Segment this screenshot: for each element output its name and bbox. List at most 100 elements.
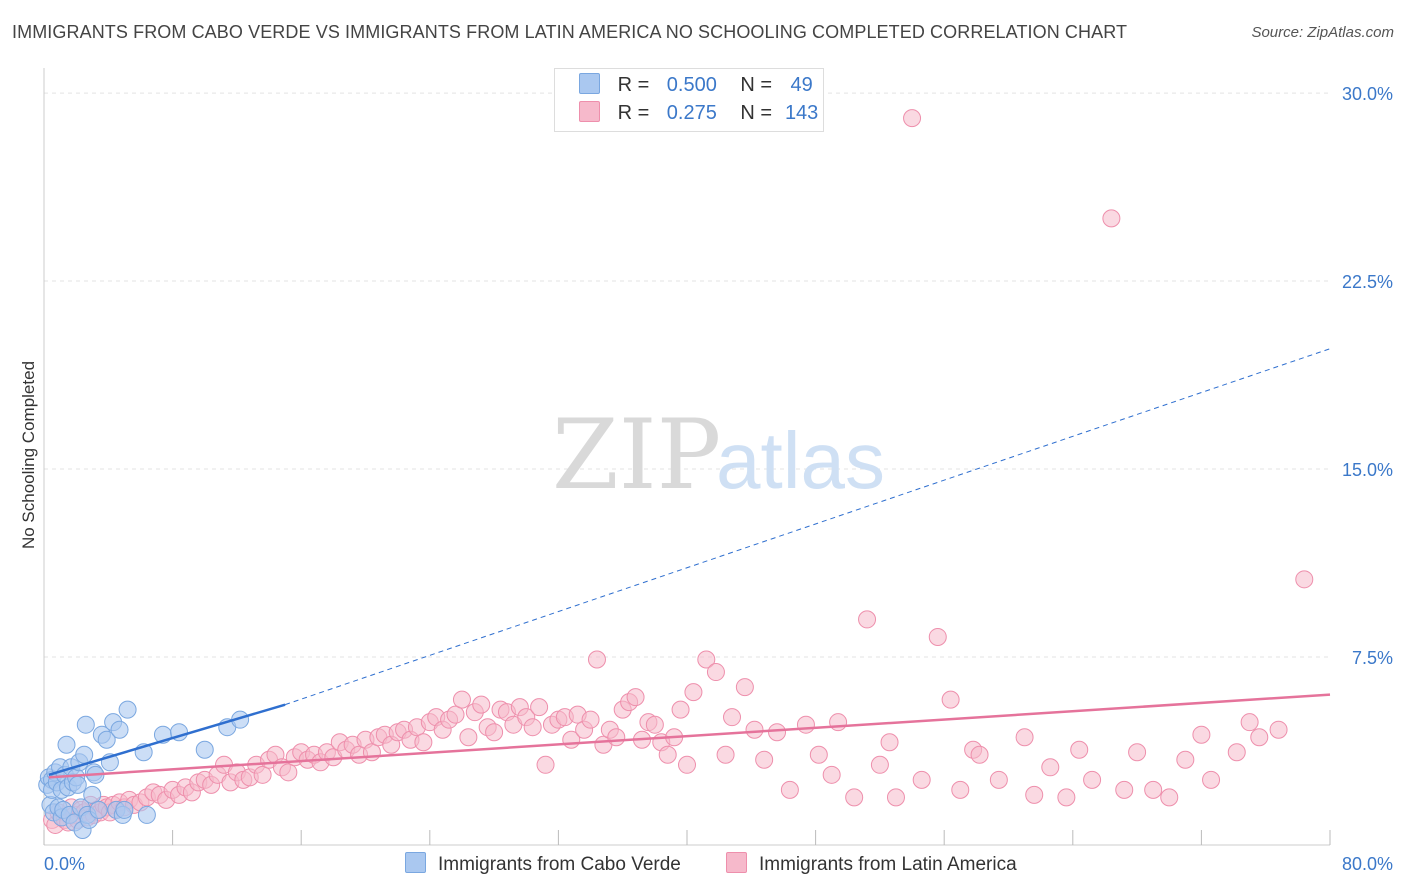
point-latin-america <box>523 718 542 737</box>
point-latin-america <box>735 678 754 697</box>
point-latin-america <box>1115 780 1134 799</box>
point-latin-america <box>780 780 799 799</box>
trend-line-cabo-verde <box>48 703 286 777</box>
point-latin-america <box>951 780 970 799</box>
tick-labels: 7.5% 15.0% 22.5% 30.0% 0.0% 80.0% <box>44 84 1393 874</box>
point-latin-america <box>1295 570 1314 589</box>
point-latin-america <box>1160 788 1179 807</box>
point-latin-america <box>1269 720 1288 739</box>
point-cabo-verde <box>76 715 95 734</box>
point-latin-america <box>716 745 735 764</box>
point-latin-america <box>671 700 690 719</box>
bottom-legend-swatch-pink <box>726 852 747 873</box>
legend-row-latin-america: R = 0.275 N = 143 <box>579 101 826 127</box>
point-latin-america <box>581 710 600 729</box>
point-cabo-verde <box>68 775 87 794</box>
point-latin-america <box>1176 750 1195 769</box>
legend-n-label: N = <box>740 102 773 124</box>
point-latin-america <box>1128 743 1147 762</box>
point-latin-america <box>870 755 889 774</box>
point-latin-america <box>845 788 864 807</box>
point-latin-america <box>536 755 555 774</box>
watermark-atlas: atlas <box>716 416 885 505</box>
point-cabo-verde <box>115 800 134 819</box>
legend-n-label: N = <box>740 74 773 96</box>
point-cabo-verde <box>137 805 156 824</box>
point-latin-america <box>1015 728 1034 747</box>
point-latin-america <box>626 688 645 707</box>
y-tick-label: 30.0% <box>1342 84 1393 104</box>
point-latin-america <box>745 720 764 739</box>
point-latin-america <box>684 683 703 702</box>
point-cabo-verde <box>75 745 94 764</box>
bottom-legend-label-cabo-verde: Immigrants from Cabo Verde <box>438 854 681 875</box>
point-latin-america <box>829 713 848 732</box>
point-latin-america <box>678 755 696 774</box>
y-axis-label: No Schooling Completed <box>19 361 38 549</box>
watermark-zip: ZIP <box>552 399 721 511</box>
x-tick-label: 0.0% <box>44 854 85 874</box>
point-cabo-verde <box>118 700 137 719</box>
point-latin-america <box>928 627 947 646</box>
bottom-legend-latin-america: Immigrants from Latin America <box>726 852 1017 876</box>
point-latin-america <box>362 743 381 762</box>
legend-swatch-blue <box>579 73 600 94</box>
trend-lines <box>48 348 1331 779</box>
legend-r-label: R = <box>617 102 650 124</box>
series-latin-america-points <box>43 109 1314 834</box>
point-latin-america <box>1144 780 1163 799</box>
point-latin-america <box>485 723 504 742</box>
point-cabo-verde <box>57 735 76 754</box>
y-tick-label: 7.5% <box>1352 648 1393 668</box>
y-tick-label: 22.5% <box>1342 272 1393 292</box>
point-cabo-verde <box>195 740 214 759</box>
point-latin-america <box>1202 770 1221 789</box>
point-latin-america <box>903 109 922 128</box>
point-latin-america <box>645 715 664 734</box>
bottom-legend-label-latin-america: Immigrants from Latin America <box>759 854 1017 875</box>
legend-row-cabo-verde: R = 0.500 N = 49 <box>579 73 826 99</box>
point-latin-america <box>607 728 626 747</box>
point-latin-america <box>1057 788 1076 807</box>
trend-line-cabo-verde-extrapolated <box>284 348 1331 706</box>
legend-n-value: 49 <box>790 74 813 96</box>
point-latin-america <box>1102 209 1121 228</box>
point-latin-america <box>755 750 774 769</box>
point-latin-america <box>886 788 905 807</box>
point-latin-america <box>452 690 471 709</box>
bottom-legend-cabo-verde: Immigrants from Cabo Verde <box>405 852 681 876</box>
point-latin-america <box>723 708 742 727</box>
point-latin-america <box>1083 770 1102 789</box>
point-cabo-verde <box>110 720 129 739</box>
chart-source: Source: ZipAtlas.com <box>1251 24 1394 41</box>
point-latin-america <box>1192 725 1211 744</box>
point-latin-america <box>912 770 931 789</box>
point-latin-america <box>1041 758 1060 777</box>
point-latin-america <box>1025 785 1044 804</box>
axes <box>43 68 1331 846</box>
grid-lines <box>44 92 1330 658</box>
point-latin-america <box>472 695 491 714</box>
point-latin-america <box>768 723 787 742</box>
point-latin-america <box>1227 743 1246 762</box>
point-latin-america <box>530 698 549 717</box>
chart-title: IMMIGRANTS FROM CABO VERDE VS IMMIGRANTS… <box>12 22 1128 42</box>
point-latin-america <box>989 770 1008 789</box>
point-cabo-verde <box>89 800 108 819</box>
point-latin-america <box>796 715 815 734</box>
point-latin-america <box>414 733 433 752</box>
point-latin-america <box>446 705 465 724</box>
correlation-legend: R = 0.500 N = 49 R = 0.275 N = 143 <box>554 68 824 132</box>
point-latin-america <box>459 728 478 747</box>
point-latin-america <box>279 763 298 782</box>
point-cabo-verde <box>97 730 116 749</box>
point-latin-america <box>809 745 828 764</box>
point-latin-america <box>658 745 677 764</box>
point-latin-america <box>253 765 272 784</box>
x-tick-label: 80.0% <box>1342 854 1393 874</box>
point-latin-america <box>970 745 989 764</box>
watermark: ZIP atlas <box>552 399 885 511</box>
point-latin-america <box>1070 740 1089 759</box>
point-cabo-verde <box>83 785 102 804</box>
point-latin-america <box>822 765 841 784</box>
